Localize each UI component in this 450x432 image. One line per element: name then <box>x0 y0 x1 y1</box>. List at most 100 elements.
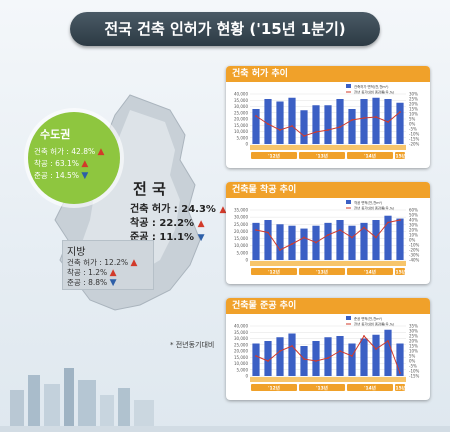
bar <box>324 105 332 144</box>
y-tick-label: 30,000 <box>234 104 248 109</box>
chart-panel-start: 건축물 착공 추이 착공 면적(천,천m²) 전년 동기대비 증감률(우,%) 35… <box>226 182 430 284</box>
bar <box>348 109 356 144</box>
chart-permit: 건축허가 면적(천,천m²)전년 동기대비 증감률(우,%) 40,00035,0… <box>234 84 420 160</box>
y-tick-label: 35,000 <box>234 208 248 213</box>
bar <box>384 329 392 376</box>
year-band <box>251 384 297 391</box>
bar <box>288 225 296 260</box>
y2-tick-label: 20% <box>409 339 418 344</box>
year-label: '14년 <box>364 153 376 160</box>
line-point <box>327 357 329 359</box>
year-label: '15년 <box>394 269 406 276</box>
line-point <box>315 360 317 362</box>
chart-title-complete: 건축물 준공 추이 <box>226 298 430 314</box>
bar <box>372 97 380 144</box>
capital-row-complete: 준공 : 14.5% ▼ <box>34 170 88 181</box>
y-tick-label: 30,000 <box>234 336 248 341</box>
year-band <box>395 152 405 159</box>
regional-complete-value: : 8.8% <box>83 278 108 287</box>
bar <box>312 105 320 144</box>
building <box>44 384 60 432</box>
bar <box>324 222 332 260</box>
national-complete-label: 준공 <box>130 232 149 243</box>
arrow-up-icon: ▲ <box>81 159 89 169</box>
year-label: '12년 <box>268 385 280 392</box>
legend-label-bar: 착공 면적(천,천m²) <box>354 200 383 205</box>
national-permit-value: : 24.3% <box>173 204 216 215</box>
year-band <box>299 268 345 275</box>
capital-row-permit: 건축 허가 : 42.8% ▲ <box>34 146 104 157</box>
capital-region-circle: 수도권 건축 허가 : 42.8% ▲ 착공 : 63.1% ▲ 준공 : 14… <box>28 112 120 204</box>
line-point <box>303 135 305 137</box>
y2-tick-label: 25% <box>409 97 418 102</box>
chart-panel-permit: 건축 허가 추이 건축허가 면적(천,천m²) 전년 동기대비 증감률(우,%) 4… <box>226 66 430 168</box>
y2-tick-label: -20% <box>409 142 420 147</box>
y-tick-label: 5,000 <box>237 367 249 372</box>
city-skyline <box>0 368 450 432</box>
capital-permit-value: : 42.8% <box>66 147 96 156</box>
line-point <box>351 355 353 357</box>
regional-row-permit: 건축 허가 : 12.2% ▲ <box>67 257 137 268</box>
line-point <box>339 229 341 231</box>
y-tick-label: 40,000 <box>234 324 248 329</box>
building <box>134 400 154 432</box>
legend-label-line: 전년 동기대비 증감률(우,%) <box>354 322 395 327</box>
line-point <box>255 229 257 231</box>
bar <box>336 336 344 376</box>
line-point <box>387 221 389 224</box>
arrow-down-icon: ▼ <box>81 171 89 181</box>
national-permit-label: 건축 허가 <box>130 204 171 215</box>
y-tick-label: 10,000 <box>234 243 248 248</box>
y-tick-label: 0 <box>245 258 248 263</box>
bar <box>372 220 380 260</box>
line-point <box>267 360 269 362</box>
capital-title: 수도권 <box>40 128 71 141</box>
arrow-up-icon: ▲ <box>97 147 105 157</box>
y2-tick-label: -10% <box>409 369 420 374</box>
chart-start: 착공 면적(천,천m²)전년 동기대비 증감률(우,%) 35,000 30,000… <box>234 200 420 276</box>
arrow-down-icon: ▼ <box>109 278 117 288</box>
legend-label-line: 전년 동기대비 증감률(우,%) <box>354 206 395 211</box>
bar <box>264 341 272 376</box>
bar <box>336 220 344 260</box>
year-band <box>251 152 297 159</box>
national-row-permit: 건축 허가 : 24.3% ▲ <box>130 200 226 215</box>
line-point <box>279 350 281 352</box>
building <box>78 380 96 432</box>
line-point <box>351 236 353 239</box>
legend-label-bar: 건축허가 면적(천,천m²) <box>354 84 389 89</box>
bar <box>396 102 404 144</box>
bar <box>348 225 356 260</box>
map-inner-shape <box>80 110 180 280</box>
national-start-value: : 22.2% <box>151 218 195 229</box>
ground <box>0 426 450 432</box>
line-point <box>339 126 341 128</box>
year-band <box>299 152 345 159</box>
bar <box>360 99 368 144</box>
national-start-label: 착공 <box>130 218 149 229</box>
line-point <box>267 231 269 234</box>
bar <box>276 337 284 376</box>
building <box>28 375 40 432</box>
y-tick-label: 20,000 <box>234 349 248 354</box>
national-title: 전 국 <box>133 180 166 198</box>
year-band <box>347 152 393 159</box>
year-label: '14년 <box>364 385 376 392</box>
national-row-start: 착공 : 22.2% ▲ <box>130 214 204 229</box>
legend-swatch-bar <box>346 200 351 204</box>
capital-complete-label: 준공 <box>34 171 48 180</box>
year-band <box>251 268 297 275</box>
bar <box>252 222 260 260</box>
y-tick-label: 25,000 <box>234 342 248 347</box>
y-tick-label: 25,000 <box>234 222 248 227</box>
y2-tick-label: 10% <box>409 233 418 238</box>
line-point <box>267 123 269 125</box>
y-tick-label: 15,000 <box>234 236 248 241</box>
bar <box>384 215 392 260</box>
building <box>10 390 24 432</box>
arrow-up-icon: ▲ <box>197 219 205 229</box>
footnote: * 전년동기대비 <box>170 341 215 349</box>
y2-tick-label: 5% <box>409 354 416 359</box>
year-label: '13년 <box>316 385 328 392</box>
